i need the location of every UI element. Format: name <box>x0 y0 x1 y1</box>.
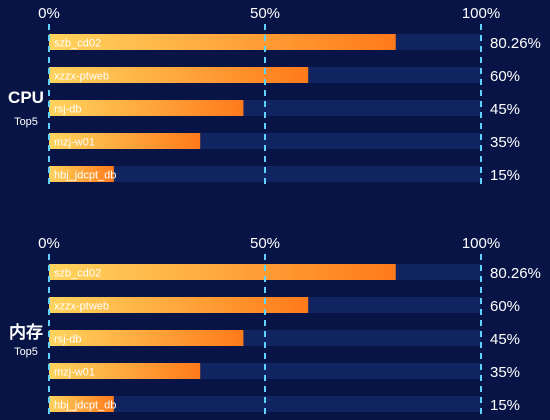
value-label: 60% <box>490 298 520 315</box>
value-label: 35% <box>490 134 520 151</box>
category-label: mzj-w01 <box>54 137 95 149</box>
bar <box>49 67 309 83</box>
category-label: xzzx-ptweb <box>54 301 109 313</box>
bar <box>49 297 309 313</box>
value-label: 35% <box>490 364 520 381</box>
value-label: 60% <box>490 68 520 85</box>
x-tick-label: 0% <box>38 5 60 22</box>
category-label: hbj_jdcpt_db <box>54 170 116 182</box>
memory-panel-subtitle: Top5 <box>14 346 38 358</box>
bar <box>49 330 244 346</box>
value-label: 45% <box>490 101 520 118</box>
value-label: 80.26% <box>490 35 541 52</box>
bar <box>49 133 201 149</box>
bar <box>49 166 114 182</box>
cpu-panel-title: CPU <box>8 88 44 107</box>
value-label: 15% <box>490 397 520 414</box>
x-tick-label: 0% <box>38 235 60 252</box>
category-label: rsj-db <box>54 104 82 116</box>
bar <box>49 100 244 116</box>
value-label: 15% <box>490 167 520 184</box>
memory-panel-title: 内存 <box>9 323 43 342</box>
category-label: szb_cd02 <box>54 268 101 280</box>
category-label: hbj_jdcpt_db <box>54 400 116 412</box>
cpu-panel-subtitle: Top5 <box>14 116 38 128</box>
bar <box>49 264 396 280</box>
bar-track <box>49 396 481 412</box>
value-label: 45% <box>490 331 520 348</box>
bar <box>49 363 201 379</box>
x-tick-label: 100% <box>462 235 500 252</box>
category-label: mzj-w01 <box>54 367 95 379</box>
bar-track <box>49 166 481 182</box>
bar <box>49 34 396 50</box>
category-label: rsj-db <box>54 334 82 346</box>
x-tick-label: 50% <box>250 235 280 252</box>
x-tick-label: 100% <box>462 5 500 22</box>
category-label: szb_cd02 <box>54 38 101 50</box>
bar <box>49 396 114 412</box>
category-label: xzzx-ptweb <box>54 71 109 83</box>
value-label: 80.26% <box>490 265 541 282</box>
x-tick-label: 50% <box>250 5 280 22</box>
